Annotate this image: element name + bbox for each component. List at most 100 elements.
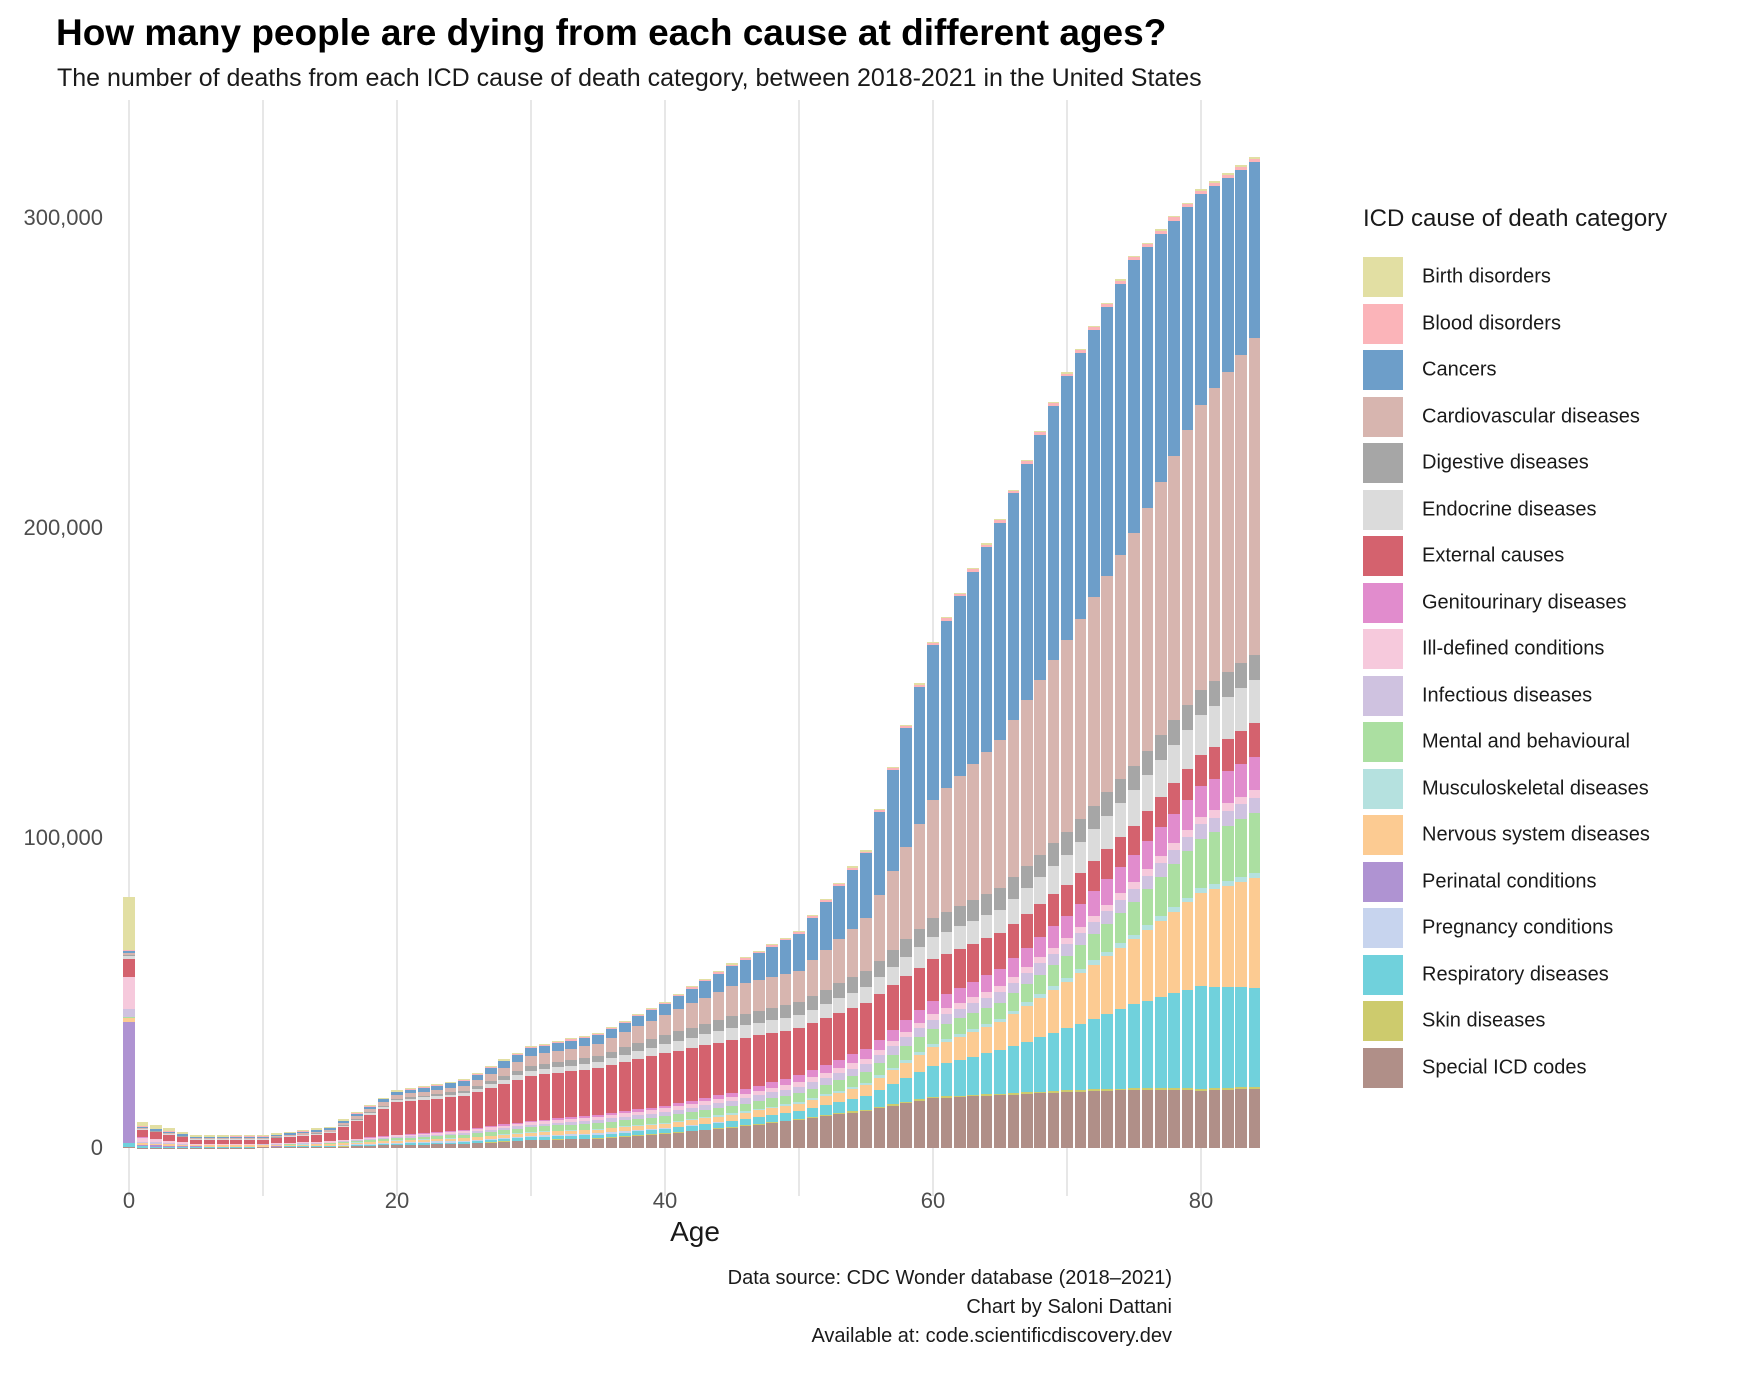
segment-external-causes [377, 1108, 390, 1137]
segment-cancers [887, 770, 899, 872]
segment-ill-defined-conditions [793, 1081, 805, 1087]
segment-genitourinary-diseases [753, 1085, 765, 1091]
segment-birth-disorders [766, 944, 778, 946]
segment-genitourinary-diseases [1114, 867, 1127, 894]
segment-cardiovascular-diseases [458, 1085, 470, 1091]
segment-blood-disorders [458, 1080, 470, 1082]
segment-digestive-diseases [820, 989, 832, 1004]
segment-cardiovascular-diseases [1222, 371, 1234, 673]
segment-ill-defined-conditions [605, 1114, 618, 1119]
segment-cardiovascular-diseases [1141, 507, 1154, 751]
segment-genitourinary-diseases [846, 1054, 859, 1064]
segment-special-icd-codes [1168, 1090, 1180, 1148]
segment-infectious-diseases [1141, 876, 1154, 890]
legend-swatch [1363, 257, 1403, 297]
segment-external-causes [190, 1139, 202, 1144]
segment-special-icd-codes [779, 1121, 792, 1148]
segment-external-causes [954, 948, 966, 988]
segment-special-icd-codes [538, 1139, 551, 1148]
segment-birth-disorders [739, 957, 752, 959]
segment-digestive-diseases [1181, 705, 1194, 730]
segment-ill-defined-conditions [940, 1008, 953, 1015]
segment-infectious-diseases [887, 1046, 899, 1055]
segment-external-causes [1248, 722, 1261, 757]
segment-cardiovascular-diseases [1248, 338, 1261, 655]
segment-cardiovascular-diseases [257, 1138, 269, 1139]
segment-digestive-diseases [779, 1004, 792, 1018]
segment-endocrine-diseases [1088, 829, 1100, 862]
x-tick-label: 60 [920, 1188, 946, 1213]
segment-nervous-system-diseases [1235, 881, 1247, 988]
segment-cancers [686, 988, 698, 1004]
segment-special-icd-codes [592, 1138, 604, 1148]
segment-nervous-system-diseases [324, 1144, 336, 1146]
segment-ill-defined-conditions [766, 1087, 778, 1093]
segment-skin-diseases [1101, 1088, 1113, 1091]
segment-blood-disorders [538, 1044, 551, 1046]
segment-cancers [498, 1061, 510, 1068]
segment-genitourinary-diseases [565, 1117, 577, 1119]
segment-endocrine-diseases [592, 1061, 604, 1069]
segment-musculoskeletal-diseases [1195, 888, 1207, 894]
segment-infectious-diseases [860, 1064, 872, 1072]
segment-cancers [1074, 353, 1087, 619]
legend-label: Respiratory diseases [1422, 963, 1609, 985]
segment-blood-disorders [726, 964, 738, 966]
segment-cancers [927, 645, 939, 801]
segment-respiratory-diseases [310, 1146, 323, 1148]
segment-special-icd-codes [123, 1146, 135, 1148]
segment-cardiovascular-diseases [485, 1073, 497, 1081]
segment-external-causes [270, 1138, 283, 1144]
segment-endocrine-diseases [806, 1009, 819, 1024]
segment-skin-diseases [712, 1128, 725, 1129]
segment-endocrine-diseases [270, 1137, 283, 1139]
segment-birth-disorders [672, 993, 685, 996]
segment-mental-and-behavioural [364, 1140, 376, 1142]
legend: ICD cause of death category Birth disord… [1363, 205, 1763, 1094]
bar-age-47 [753, 950, 765, 1148]
segment-cancers [645, 1010, 658, 1021]
segment-infectious-diseases [913, 1028, 926, 1038]
segment-cancers [284, 1133, 296, 1135]
segment-mental-and-behavioural [686, 1112, 698, 1119]
segment-respiratory-diseases [1235, 987, 1247, 1088]
segment-special-icd-codes [565, 1139, 577, 1148]
segment-cardiovascular-diseases [846, 928, 859, 978]
segment-external-causes [337, 1127, 350, 1140]
segment-external-causes [444, 1097, 457, 1132]
x-tick-label: 20 [384, 1188, 410, 1213]
segment-digestive-diseases [739, 1013, 752, 1026]
legend-label: Special ICD codes [1422, 1056, 1587, 1078]
segment-nervous-system-diseases [873, 1077, 886, 1090]
segment-special-icd-codes [511, 1140, 524, 1148]
segment-mental-and-behavioural [860, 1071, 872, 1084]
segment-blood-disorders [806, 916, 819, 918]
segment-birth-disorders [444, 1081, 457, 1083]
segment-mental-and-behavioural [1222, 825, 1234, 881]
segment-cancers [1088, 330, 1100, 598]
segment-infectious-diseases [123, 1009, 135, 1018]
segment-special-icd-codes [1088, 1091, 1100, 1148]
segment-special-icd-codes [1141, 1090, 1154, 1148]
segment-genitourinary-diseases [471, 1128, 484, 1130]
segment-respiratory-diseases [176, 1146, 189, 1148]
segment-cardiovascular-diseases [699, 997, 711, 1024]
segment-cancers [1047, 405, 1060, 660]
segment-nervous-system-diseases [699, 1118, 711, 1124]
segment-skin-diseases [1168, 1088, 1180, 1091]
legend-label: Cancers [1422, 358, 1497, 381]
segment-cancers [163, 1131, 175, 1134]
segment-endocrine-diseases [310, 1133, 323, 1135]
segment-cancers [257, 1136, 269, 1139]
segment-cardiovascular-diseases [793, 970, 805, 1002]
segment-cancers [150, 1129, 162, 1131]
segment-blood-disorders [994, 520, 1006, 523]
segment-digestive-diseases [699, 1023, 711, 1035]
segment-external-causes [1181, 769, 1194, 800]
segment-birth-disorders [1248, 156, 1261, 159]
segment-genitourinary-diseases [793, 1075, 805, 1082]
segment-mental-and-behavioural [632, 1119, 644, 1126]
segment-endocrine-diseases [230, 1139, 242, 1140]
segment-musculoskeletal-diseases [1101, 951, 1113, 957]
segment-external-causes [712, 1042, 725, 1096]
